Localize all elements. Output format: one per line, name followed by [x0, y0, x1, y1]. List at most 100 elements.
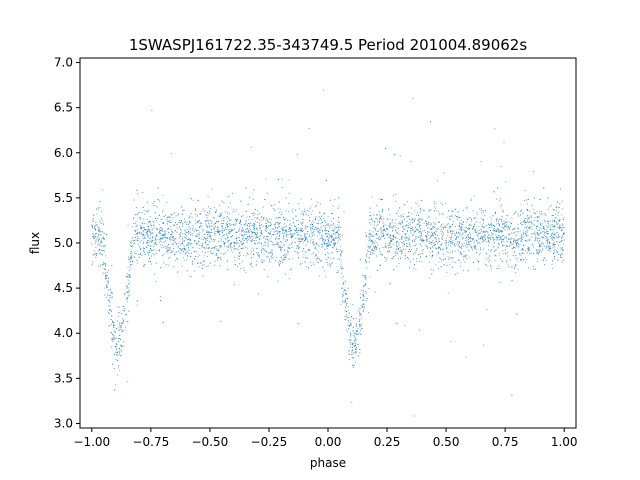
- data-point: [376, 241, 378, 244]
- data-point: [441, 230, 443, 232]
- data-point: [198, 244, 200, 246]
- data-point: [379, 265, 381, 267]
- data-point: [401, 238, 403, 241]
- data-point: [258, 242, 260, 244]
- data-point: [253, 225, 256, 228]
- data-point: [98, 227, 100, 229]
- data-point: [205, 237, 207, 240]
- data-point: [272, 244, 274, 246]
- data-point: [481, 238, 484, 240]
- data-point: [394, 225, 396, 227]
- data-point: [187, 230, 189, 233]
- data-point: [374, 240, 376, 242]
- data-point: [468, 217, 470, 219]
- data-point: [449, 236, 451, 238]
- data-point: [290, 235, 292, 237]
- data-point: [249, 240, 251, 242]
- data-point: [196, 251, 198, 253]
- data-point: [318, 231, 320, 233]
- data-point: [489, 237, 491, 239]
- data-point: [255, 264, 257, 266]
- data-point: [298, 208, 300, 210]
- data-point: [451, 243, 453, 245]
- data-point: [409, 221, 411, 223]
- data-point: [251, 240, 253, 243]
- data-point: [207, 196, 209, 198]
- data-point: [309, 241, 312, 243]
- data-point: [511, 247, 513, 250]
- data-point: [233, 283, 235, 285]
- data-point: [248, 232, 250, 234]
- data-point: [284, 259, 286, 261]
- data-point: [296, 230, 298, 232]
- data-point: [368, 237, 370, 239]
- data-point: [113, 326, 115, 328]
- data-point: [432, 239, 434, 241]
- data-point: [388, 243, 390, 245]
- data-point: [129, 261, 131, 263]
- data-point: [497, 230, 499, 232]
- data-point: [355, 317, 357, 320]
- data-point: [483, 239, 485, 241]
- data-point: [559, 227, 561, 229]
- data-point: [221, 214, 223, 216]
- data-point: [389, 283, 391, 285]
- data-point: [138, 231, 140, 233]
- data-point: [433, 210, 435, 212]
- data-point: [360, 313, 362, 315]
- data-point: [563, 226, 565, 228]
- data-point: [447, 216, 449, 218]
- data-point: [266, 251, 268, 253]
- data-point: [380, 235, 383, 237]
- data-point: [103, 267, 105, 270]
- data-point: [365, 292, 367, 294]
- data-point: [184, 259, 186, 261]
- data-point: [167, 264, 169, 266]
- data-point: [421, 260, 423, 262]
- data-point: [294, 251, 296, 253]
- data-point: [374, 229, 377, 231]
- data-point: [227, 241, 229, 243]
- data-point: [186, 221, 188, 223]
- data-point: [107, 312, 110, 314]
- data-point: [347, 331, 349, 333]
- data-point: [112, 324, 115, 326]
- data-point: [191, 216, 193, 218]
- data-point: [169, 246, 171, 248]
- data-point: [541, 230, 543, 232]
- data-point: [406, 221, 408, 223]
- data-point: [191, 242, 193, 244]
- data-point: [161, 244, 163, 246]
- data-point: [515, 240, 517, 242]
- data-point: [214, 226, 216, 228]
- data-point: [293, 225, 295, 227]
- data-point: [383, 224, 385, 226]
- data-point: [394, 222, 396, 224]
- data-point: [102, 238, 104, 240]
- data-point: [527, 216, 529, 218]
- data-point: [166, 237, 168, 239]
- data-point: [309, 208, 311, 210]
- data-point: [408, 211, 410, 214]
- data-point: [315, 255, 317, 257]
- data-point: [184, 236, 186, 238]
- data-point: [449, 251, 452, 253]
- data-point: [291, 246, 293, 248]
- data-point: [257, 252, 260, 254]
- data-point: [491, 237, 493, 239]
- data-point: [113, 367, 115, 369]
- data-point: [547, 233, 549, 235]
- data-point: [463, 210, 465, 212]
- data-point: [121, 324, 123, 327]
- data-point: [455, 216, 458, 218]
- data-point: [170, 228, 172, 230]
- data-point: [499, 236, 501, 238]
- data-point: [283, 244, 285, 246]
- data-point: [384, 245, 386, 247]
- data-point: [275, 243, 277, 245]
- data-point: [389, 214, 391, 216]
- data-point: [438, 261, 440, 263]
- data-point: [277, 222, 279, 224]
- data-point: [339, 234, 341, 236]
- data-point: [206, 256, 208, 258]
